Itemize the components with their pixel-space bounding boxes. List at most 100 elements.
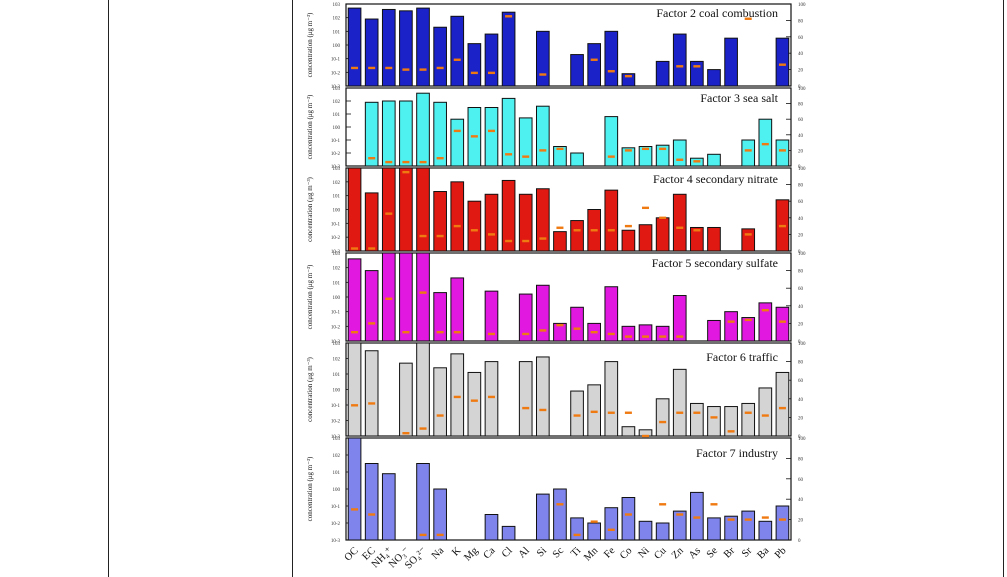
bar-Si: [535, 493, 550, 541]
percent-marker-NO3: [402, 170, 410, 174]
left-tick-label: 102: [333, 100, 341, 105]
bar-Si: [535, 105, 550, 167]
percent-marker-Cl: [505, 239, 513, 243]
right-tick-label: 80: [798, 184, 804, 189]
left-tick-label: 100: [333, 126, 341, 131]
percent-marker-Ba: [761, 516, 769, 519]
percent-marker-Fe: [607, 229, 615, 232]
percent-marker-Na: [436, 234, 444, 238]
left-tick-label: 103: [333, 167, 341, 172]
percent-marker-As: [693, 516, 701, 519]
right-tick-label: 80: [798, 270, 804, 275]
percent-marker-Mg: [470, 229, 478, 232]
right-tick-label: 20: [798, 416, 804, 421]
panel-title-5: Factor 6 traffic: [706, 350, 778, 364]
right-tick-label: 80: [798, 19, 804, 24]
bar-Co: [621, 229, 636, 252]
bar-Na: [433, 101, 447, 167]
bar-Na: [433, 292, 447, 342]
bar-SO4: [416, 7, 430, 87]
x-tick-label: Sr: [740, 545, 755, 560]
bar-EC: [364, 270, 379, 342]
percent-marker-Pb: [778, 149, 786, 152]
x-tick-label: Sc: [551, 545, 566, 560]
percent-marker-Br: [727, 430, 735, 433]
left-tick-label: 10-3: [331, 85, 341, 90]
percent-marker-K: [453, 58, 461, 61]
right-tick-label: 40: [798, 305, 804, 310]
bar-Fe: [604, 30, 619, 87]
panel-title-6: Factor 7 industry: [696, 446, 778, 460]
percent-marker-SO4: [419, 160, 427, 164]
percent-marker-NH4: [385, 297, 393, 300]
percent-marker-Sc: [556, 226, 564, 229]
percent-marker-NH4: [385, 212, 393, 215]
x-tick-label: Br: [722, 545, 738, 561]
left-tick-label: 100: [333, 296, 341, 301]
right-tick-label: 60: [798, 118, 804, 123]
right-tick-label: 40: [798, 134, 804, 139]
bar-Cl: [501, 179, 516, 252]
percent-marker-Zn: [676, 335, 684, 338]
percent-marker-Si: [539, 408, 547, 412]
left-tick-label: 100: [333, 44, 341, 49]
percent-marker-Sr: [744, 149, 752, 152]
right-tick-label: 40: [798, 217, 804, 222]
x-tick-label: Ca: [482, 545, 498, 561]
bar-Pb: [775, 505, 790, 541]
percent-marker-Se: [710, 503, 718, 506]
percent-marker-Sc: [556, 147, 564, 151]
percent-marker-Al: [522, 239, 530, 243]
bar-OC: [347, 7, 362, 87]
percent-marker-Sc: [556, 503, 564, 506]
bar-Na: [433, 488, 447, 541]
panel-6: 10-3 10-2 10-1 100 101 102 103 0 20 40 60 80 100 conc…: [306, 437, 806, 544]
percent-marker-Br: [727, 320, 735, 323]
bar-Si: [535, 356, 550, 437]
percent-marker-Pb: [778, 320, 786, 323]
bar-Ba: [758, 520, 773, 541]
left-tick-label: 10-3: [331, 340, 341, 345]
bar-Ti: [570, 517, 584, 541]
percent-marker-Fe: [607, 411, 615, 414]
right-tick-label: 100: [798, 252, 806, 257]
bar-OC: [347, 342, 362, 437]
x-tick-label: Ti: [569, 545, 583, 559]
percent-marker-Na: [436, 157, 444, 160]
bar-Sr: [741, 317, 756, 342]
bar-K: [450, 15, 465, 87]
panel-title-2: Factor 3 sea salt: [700, 91, 778, 105]
percent-marker-As: [693, 411, 701, 414]
bar-Mn: [587, 522, 602, 541]
bar-Cu: [655, 60, 670, 87]
bar-As: [690, 491, 704, 541]
percent-marker-Ti: [573, 229, 581, 232]
percent-marker-NH4: [385, 160, 393, 164]
bar-Sc: [553, 231, 567, 252]
bar-As: [690, 60, 704, 87]
bar-Fe: [604, 116, 619, 167]
percent-marker-Sr: [744, 518, 752, 521]
percent-marker-Pb: [778, 518, 786, 521]
bar-K: [450, 181, 465, 252]
right-tick-label: 20: [798, 69, 804, 74]
x-tick-label: Zn: [670, 545, 687, 562]
percent-marker-Si: [539, 149, 547, 152]
panel-title-4: Factor 5 secondary sulfate: [652, 256, 778, 270]
right-tick-label: 80: [798, 457, 804, 462]
bar-Cu: [655, 325, 670, 342]
bar-Br: [724, 515, 738, 541]
left-tick-label: 10-1: [331, 311, 341, 316]
bar-Ti: [570, 306, 584, 342]
bar-NH4: [381, 252, 396, 342]
bar-Cl: [501, 525, 516, 541]
left-tick-label: 103: [333, 437, 341, 442]
bar-Zn: [672, 510, 687, 541]
x-tick-label: Cu: [652, 545, 669, 562]
percent-marker-Al: [522, 406, 530, 410]
bar-Ca: [484, 193, 499, 252]
bar-Br: [724, 311, 738, 342]
percent-marker-As: [693, 160, 701, 163]
bar-Br: [724, 37, 738, 87]
bar-Na: [433, 26, 447, 87]
